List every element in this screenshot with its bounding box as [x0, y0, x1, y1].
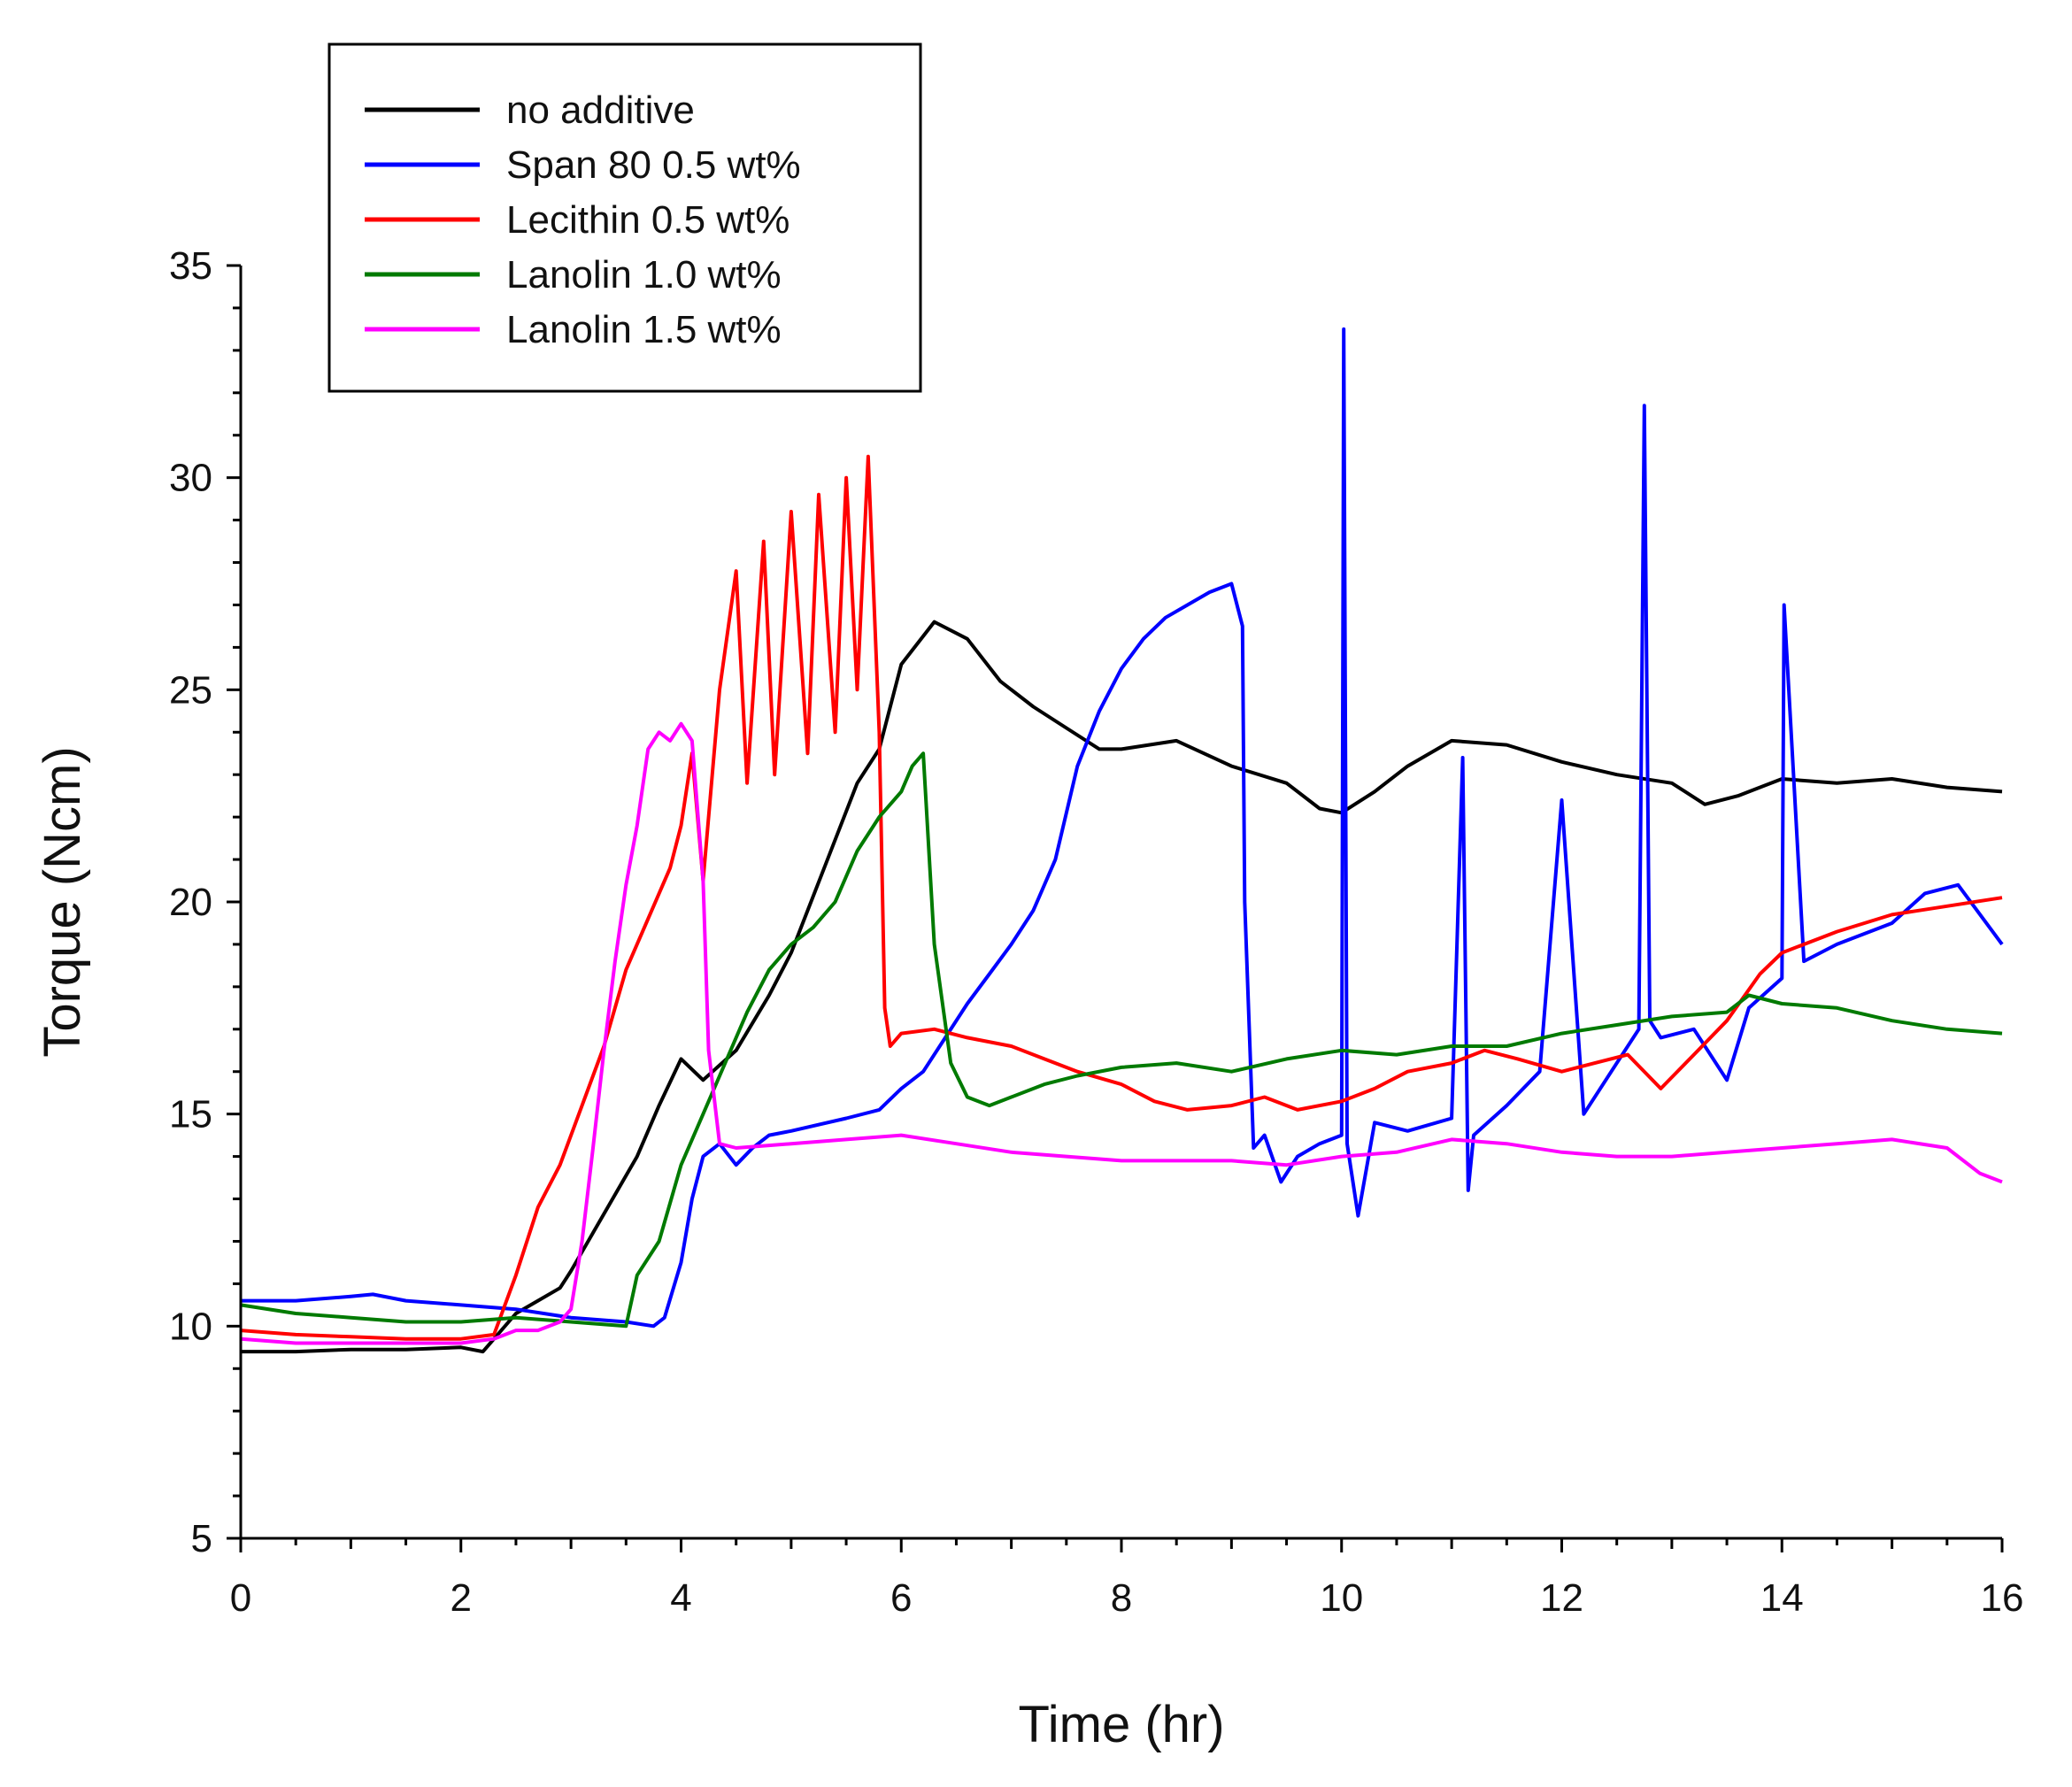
y-tick-label: 30 [169, 457, 212, 500]
legend-label: Lanolin 1.0 wt% [506, 253, 782, 297]
x-tick-label: 6 [890, 1576, 912, 1620]
y-tick-label: 35 [169, 244, 212, 288]
y-tick-label: 20 [169, 881, 212, 924]
x-tick-label: 10 [1320, 1576, 1363, 1620]
series-line-2 [241, 327, 2004, 1329]
legend-box [327, 42, 922, 393]
series-line-4 [240, 751, 2003, 1329]
x-tick-label: 2 [451, 1576, 472, 1620]
legend-label: no additive [506, 89, 695, 132]
legend: no additive Span 80 0.5 wt% Lecithin 0.5 w… [327, 42, 922, 393]
series-line-1 [241, 620, 2003, 1354]
series-line-3 [240, 454, 2003, 1341]
legend-label: Lecithin 0.5 wt% [506, 198, 790, 242]
series-layer [240, 327, 2004, 1354]
x-tick-label: 4 [670, 1576, 691, 1620]
legend-label: Span 80 0.5 wt% [506, 143, 801, 187]
y-tick-label: 5 [191, 1517, 212, 1560]
x-axis-title: Time (hr) [1018, 1696, 1224, 1753]
y-axis-title: Torque (Ncm) [34, 746, 91, 1057]
x-tick-label: 14 [1760, 1576, 1804, 1620]
legend-label: Lanolin 1.5 wt% [506, 308, 782, 351]
x-tick-label: 0 [230, 1576, 251, 1620]
x-tick-label: 12 [1540, 1576, 1583, 1620]
y-tick-label: 25 [169, 668, 212, 712]
x-tick-label: 16 [1981, 1576, 2024, 1620]
y-tick-label: 10 [169, 1305, 212, 1348]
series-line-5 [240, 721, 2003, 1345]
y-tick-label: 15 [169, 1093, 212, 1136]
axis-ticks: 5 10 15 20 25 30 35 0 2 4 6 8 10 12 14 16 [169, 244, 2023, 1620]
x-tick-label: 8 [1111, 1576, 1132, 1620]
